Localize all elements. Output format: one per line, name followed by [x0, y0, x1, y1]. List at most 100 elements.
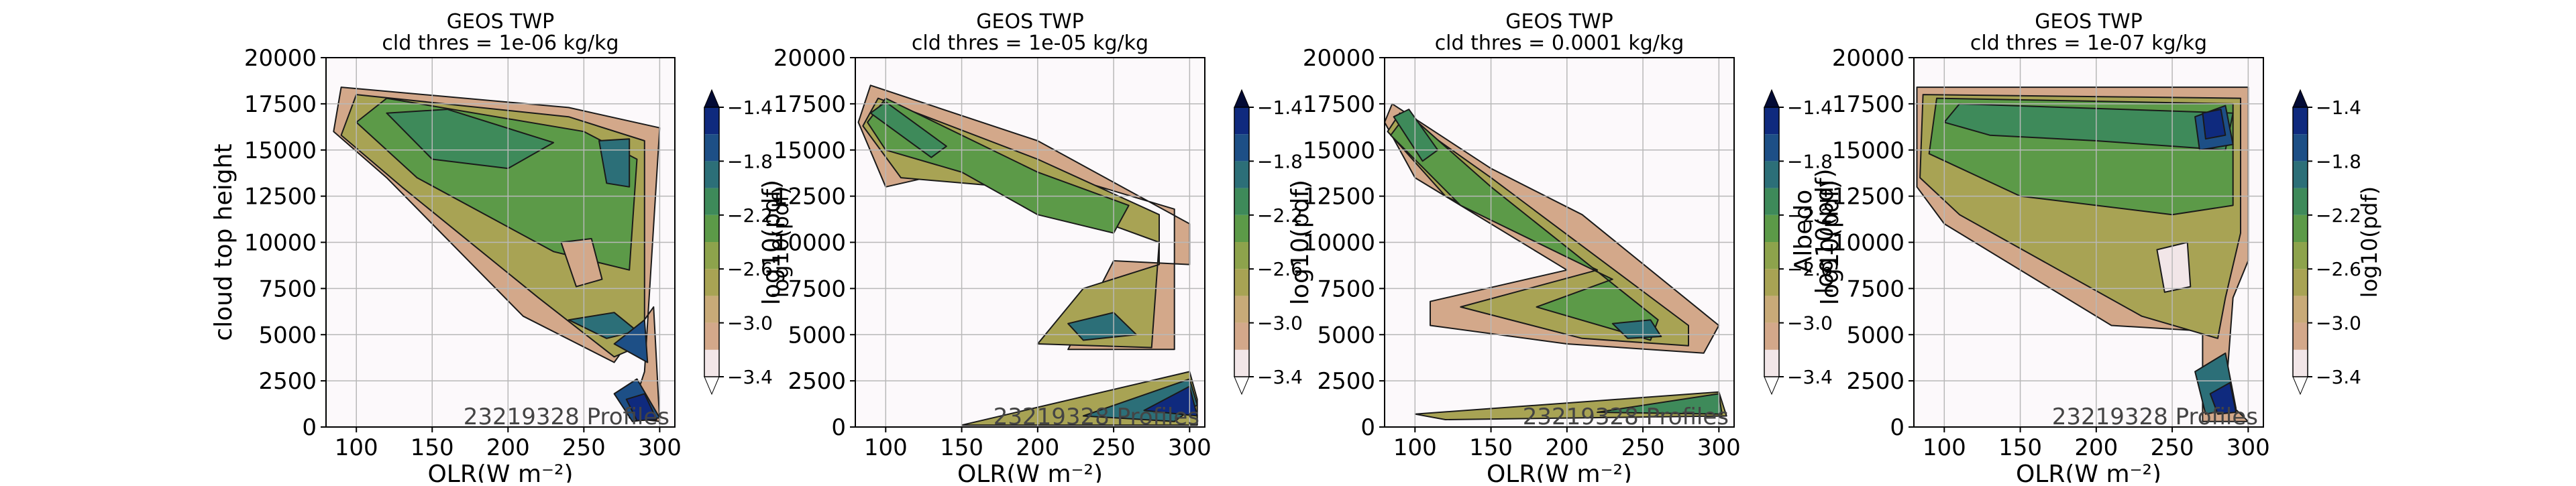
profiles-count: 23219328 Profiles: [2052, 404, 2258, 430]
colorbar-band: [2293, 188, 2308, 215]
colorbar-band: [2293, 134, 2308, 162]
colorbar-tick-label: −2.2: [2316, 204, 2361, 227]
x-tick-label: 200: [1545, 434, 1589, 461]
y-tick-label: 0: [831, 414, 846, 441]
contour-region: [2156, 241, 2192, 293]
colorbar-band: [1234, 134, 1249, 162]
colorbar-tick-label: −2.6: [1257, 258, 1303, 280]
y-axis-label: log10(pdf): [1817, 180, 1844, 305]
y-tick-label: 17500: [1303, 91, 1375, 118]
colorbar-band: [704, 269, 719, 296]
chart-subtitle: cld thres = 1e-05 kg/kg: [912, 32, 1148, 55]
y-tick-label: 20000: [1303, 45, 1375, 72]
x-tick-label: 300: [1168, 434, 1212, 461]
y-tick-label: 12500: [1832, 184, 1904, 210]
colorbar-band: [1764, 269, 1779, 296]
x-tick-label: 100: [1923, 434, 1966, 461]
colorbar-tick-label: −1.4: [1787, 97, 1833, 119]
colorbar-tick-label: −2.6: [2316, 258, 2361, 280]
overlap-axis-label: log10(pdf): [1811, 168, 1839, 294]
x-tick-label: 100: [1393, 434, 1437, 461]
colorbar-tick-label: −1.8: [1787, 150, 1833, 172]
colorbar-band: [704, 242, 719, 269]
colorbar-band: [2293, 296, 2308, 323]
y-tick-label: 0: [1890, 414, 1904, 441]
contour-region: [625, 393, 657, 422]
contour-region: [1143, 385, 1198, 417]
colorbar-tick-label: −3.0: [1787, 312, 1833, 335]
x-axis-label: OLR(W m⁻²): [2016, 461, 2161, 483]
y-axis-label: log10(pdf): [1287, 180, 1314, 305]
colorbar-band: [704, 215, 719, 242]
x-tick-label: 250: [1621, 434, 1665, 461]
contour-region: [1597, 393, 1723, 415]
panel-1: 100 150 200 250 300 0 2500 5000 7500 10000 12500 15…: [210, 10, 794, 486]
x-tick-label: 250: [562, 434, 606, 461]
colorbar-tick-label: −3.0: [1257, 312, 1303, 335]
y-tick-label: 7500: [258, 276, 317, 302]
colorbar-band: [2293, 322, 2308, 350]
colorbar-tick-label: −3.4: [727, 366, 773, 388]
colorbar-tick-label: −3.0: [727, 312, 773, 335]
y-tick-label: 12500: [1303, 184, 1375, 210]
colorbar-band: [1234, 107, 1249, 135]
y-tick-label: 12500: [244, 184, 317, 210]
y-tick-label: 20000: [773, 45, 846, 72]
colorbar-band: [2293, 107, 2308, 135]
chart-subtitle: cld thres = 0.0001 kg/kg: [1435, 32, 1684, 55]
y-tick-label: 5000: [258, 322, 317, 349]
colorbar-tick-label: −3.4: [2316, 366, 2361, 388]
x-tick-label: 250: [1092, 434, 1136, 461]
colorbar-band: [1234, 349, 1249, 377]
colorbar-band: [2293, 269, 2308, 296]
colorbar-band: [2293, 215, 2308, 242]
colorbar-band: [704, 107, 719, 135]
colorbar-extend-min: [1764, 376, 1780, 396]
colorbar-extend-min: [704, 376, 720, 396]
x-tick-label: 150: [1998, 434, 2042, 461]
colorbar-band: [1764, 322, 1779, 350]
colorbar-band: [1764, 188, 1779, 215]
panel-3: 100 150 200 250 300 0 2500 5000 7500 10000 12500 15…: [1287, 10, 1833, 486]
colorbar-tick-label: −2.2: [1787, 204, 1833, 227]
colorbar-tick-label: −2.6: [1787, 258, 1833, 280]
y-tick-label: 10000: [773, 230, 846, 257]
colorbar-band: [1764, 215, 1779, 242]
colorbar-tick-label: −1.8: [727, 150, 773, 172]
y-tick-label: 7500: [1317, 276, 1375, 302]
x-tick-label: 150: [1469, 434, 1513, 461]
y-tick-label: 2500: [788, 368, 846, 395]
overlap-axis-label: Albedo: [1790, 190, 1817, 274]
y-tick-label: 17500: [244, 91, 317, 118]
y-tick-label: 20000: [1832, 45, 1904, 72]
x-axis-label: OLR(W m⁻²): [427, 461, 573, 483]
contour-region: [560, 238, 603, 288]
colorbar-tick-label: −1.8: [1257, 150, 1303, 172]
y-tick-label: 15000: [773, 137, 846, 164]
y-tick-label: 15000: [244, 137, 317, 164]
colorbar-tick-label: −3.0: [2316, 312, 2361, 335]
contour-region: [386, 109, 555, 170]
x-axis-label: OLR(W m⁻²): [1487, 461, 1632, 483]
colorbar-extend-max: [1764, 88, 1780, 108]
y-tick-label: 2500: [1846, 368, 1904, 395]
contour-region: [598, 138, 631, 188]
y-tick-label: 15000: [1832, 137, 1904, 164]
chart-title: GEOS TWP: [447, 10, 554, 34]
chart-title: GEOS TWP: [2035, 10, 2142, 34]
colorbar-band: [1234, 322, 1249, 350]
x-tick-label: 200: [486, 434, 530, 461]
colorbar-band: [704, 349, 719, 377]
x-tick-label: 100: [335, 434, 378, 461]
y-tick-label: 15000: [1303, 137, 1375, 164]
colorbar-tick-label: −2.2: [727, 204, 773, 227]
contour-region: [2202, 109, 2226, 140]
y-tick-label: 5000: [1317, 322, 1375, 349]
colorbar-band: [1234, 188, 1249, 215]
colorbar-tick-label: −3.4: [1257, 366, 1303, 388]
colorbar-band: [704, 161, 719, 188]
y-tick-label: 5000: [788, 322, 846, 349]
colorbar-band: [1764, 242, 1779, 269]
x-tick-label: 300: [1697, 434, 1741, 461]
